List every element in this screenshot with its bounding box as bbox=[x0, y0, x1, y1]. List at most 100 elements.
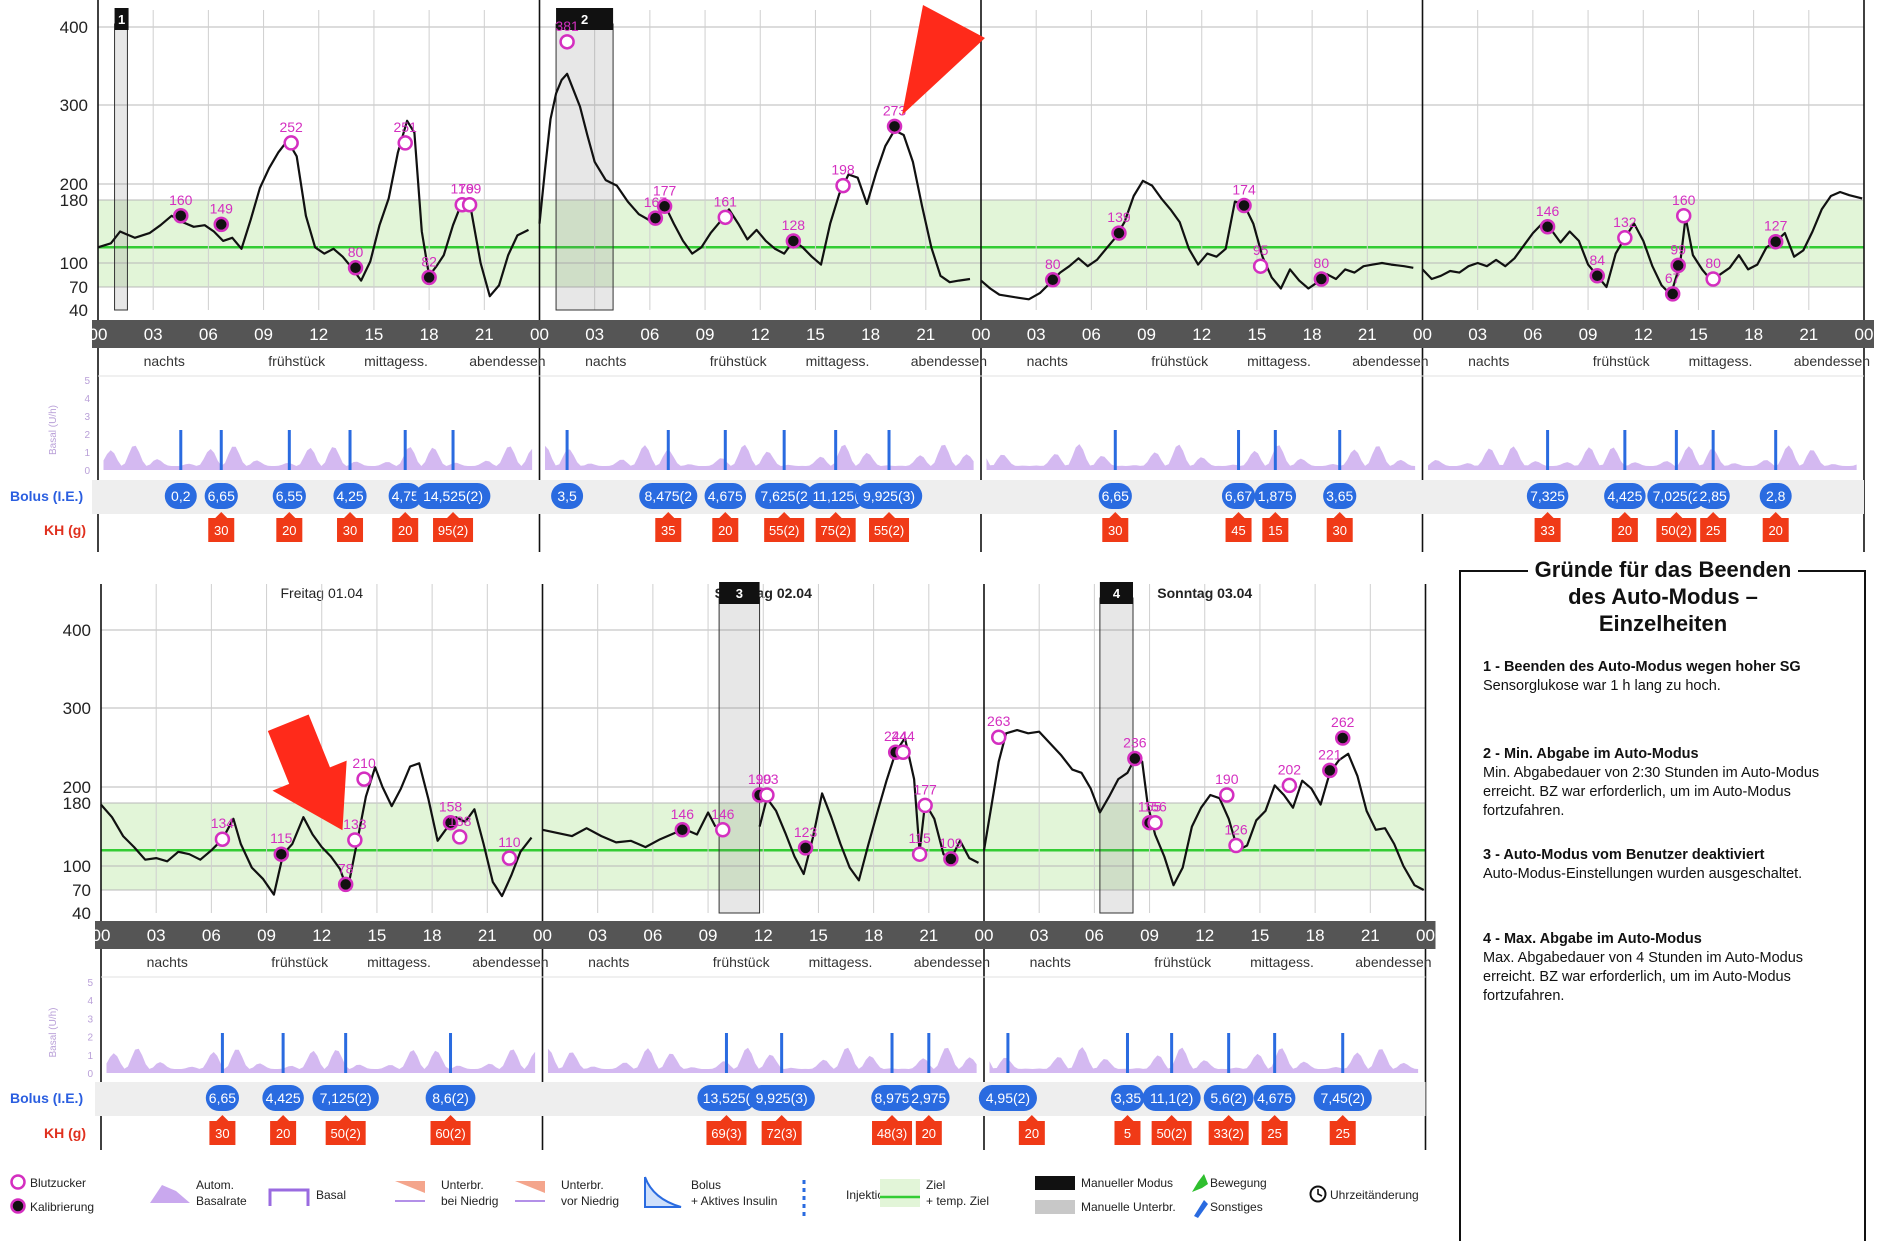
calibration-marker bbox=[1313, 271, 1330, 287]
x-tick-label: 06 bbox=[199, 325, 218, 344]
bg-marker bbox=[759, 787, 775, 803]
meal-period-label: mittagess. bbox=[1689, 353, 1753, 369]
bg-value-label: 99 bbox=[1670, 241, 1686, 257]
kh-marker-tip bbox=[1222, 1115, 1235, 1121]
reason-4: 4 - Max. Abgabe im Auto-Modus Max. Abgabe… bbox=[1483, 930, 1843, 1006]
y-tick-label: 200 bbox=[63, 778, 91, 797]
kh-marker bbox=[1208, 1121, 1249, 1145]
y-tick-label: 100 bbox=[63, 857, 91, 876]
x-tick-label: 12 bbox=[1634, 325, 1653, 344]
manual-mode-icon bbox=[1035, 1176, 1075, 1190]
bg-value-label: 158 bbox=[439, 799, 463, 815]
kh-marker-tip bbox=[829, 512, 842, 518]
bolus-marker bbox=[1253, 1085, 1296, 1111]
bg-value-label: 244 bbox=[891, 728, 915, 744]
legend-label: Uhrzeitänderung bbox=[1330, 1188, 1419, 1202]
bolus-bar bbox=[1623, 430, 1627, 470]
manual-mode-area bbox=[114, 23, 128, 311]
bolus-value: 0,2 bbox=[171, 488, 191, 504]
event-marker bbox=[719, 582, 760, 604]
reasons-box bbox=[1459, 570, 1866, 1241]
basal-axis-label: Basal (U/h) bbox=[48, 1007, 59, 1057]
kh-value: 55(2) bbox=[874, 523, 904, 538]
legend-label: Autom. bbox=[196, 1178, 234, 1192]
bolus-marker bbox=[978, 1085, 1037, 1111]
kh-marker-tip bbox=[216, 1115, 229, 1121]
bolus-value: 7,625(2 bbox=[760, 488, 808, 504]
meal-period-label: abendessen bbox=[914, 954, 990, 970]
kh-marker bbox=[706, 1121, 747, 1145]
bolus-bar bbox=[220, 1033, 224, 1073]
bolus-value: 8,6(2) bbox=[432, 1090, 469, 1106]
bg-marker bbox=[895, 744, 911, 760]
reason-1-text: Sensorglukose war 1 h lang zu hoch. bbox=[1483, 678, 1721, 694]
basal-tick: 0 bbox=[84, 466, 90, 477]
bolus-bar bbox=[1774, 430, 1778, 470]
x-tick-label: 03 bbox=[144, 325, 163, 344]
bg-value-label: 221 bbox=[1318, 746, 1342, 762]
kh-value: 33 bbox=[1540, 523, 1554, 538]
bolus-bar bbox=[666, 430, 670, 470]
calibration-marker bbox=[442, 814, 459, 831]
bg-marker bbox=[356, 771, 372, 787]
kh-value: 20 bbox=[276, 1126, 290, 1141]
manual-mode-area bbox=[718, 597, 761, 914]
bolus-bar bbox=[834, 430, 838, 470]
kh-marker-tip bbox=[922, 1115, 935, 1121]
event-marker bbox=[114, 8, 129, 30]
kh-marker bbox=[1329, 1121, 1356, 1145]
calibration-marker bbox=[1664, 286, 1681, 302]
basal-tick: 1 bbox=[87, 1051, 93, 1062]
basal-tick: 5 bbox=[87, 978, 93, 989]
x-tick-label: 06 bbox=[202, 926, 221, 945]
bolus-value: 6,55 bbox=[276, 488, 303, 504]
kh-marker-tip bbox=[444, 1115, 457, 1121]
bg-marker bbox=[990, 729, 1007, 745]
auto-basal-area bbox=[106, 1048, 536, 1073]
bolus-marker bbox=[1203, 1085, 1254, 1111]
kh-value: 60(2) bbox=[435, 1126, 465, 1141]
bg-value-label: 202 bbox=[1278, 761, 1302, 777]
bolus-value: 11,125( bbox=[812, 488, 859, 504]
kh-value: 45 bbox=[1231, 523, 1245, 538]
kh-marker-tip bbox=[1165, 1115, 1178, 1121]
legend-label: vor Niedrig bbox=[561, 1194, 619, 1208]
calibration-marker bbox=[347, 260, 364, 276]
basal-tick: 1 bbox=[84, 448, 90, 459]
bg-value-label: 381 bbox=[555, 18, 579, 34]
bg-marker bbox=[1617, 230, 1633, 246]
kh-marker bbox=[1611, 518, 1638, 542]
bolus-marker bbox=[164, 483, 197, 509]
meal-period-label: abendessen bbox=[1794, 353, 1870, 369]
legend-label: Injektion bbox=[846, 1188, 891, 1202]
calibration-marker bbox=[1111, 225, 1127, 241]
calibration-marker bbox=[943, 851, 959, 867]
sg-trace-line bbox=[542, 811, 717, 849]
manual-suspend-icon bbox=[1035, 1200, 1075, 1214]
kh-marker bbox=[915, 1121, 942, 1145]
legend-label: Unterbr. bbox=[561, 1178, 604, 1192]
bolus-marker bbox=[1759, 483, 1792, 509]
auto-basal-area bbox=[548, 1047, 977, 1073]
calibration-marker bbox=[173, 208, 189, 224]
bg-value-label: 110 bbox=[498, 834, 521, 850]
kh-value: 69(3) bbox=[711, 1126, 741, 1141]
kh-marker bbox=[712, 518, 739, 542]
kh-value: 30 bbox=[214, 523, 228, 538]
calibration-marker bbox=[1044, 272, 1061, 288]
kh-value: 50(2) bbox=[330, 1126, 360, 1141]
meal-period-label: mittagess. bbox=[1247, 353, 1311, 369]
y-tick-label: 400 bbox=[63, 621, 91, 640]
kh-value: 30 bbox=[1108, 523, 1122, 538]
bolus-value: 1,875 bbox=[1258, 488, 1293, 504]
bg-value-label: 127 bbox=[1764, 218, 1788, 234]
x-tick-label: 18 bbox=[1744, 325, 1763, 344]
bg-marker bbox=[1281, 777, 1298, 794]
kh-marker bbox=[872, 1121, 913, 1145]
bg-marker bbox=[214, 831, 231, 847]
bolus-marker bbox=[806, 483, 865, 509]
x-tick-label: 21 bbox=[919, 926, 938, 945]
bg-marker bbox=[715, 822, 731, 838]
bg-circle-icon bbox=[10, 1174, 26, 1190]
